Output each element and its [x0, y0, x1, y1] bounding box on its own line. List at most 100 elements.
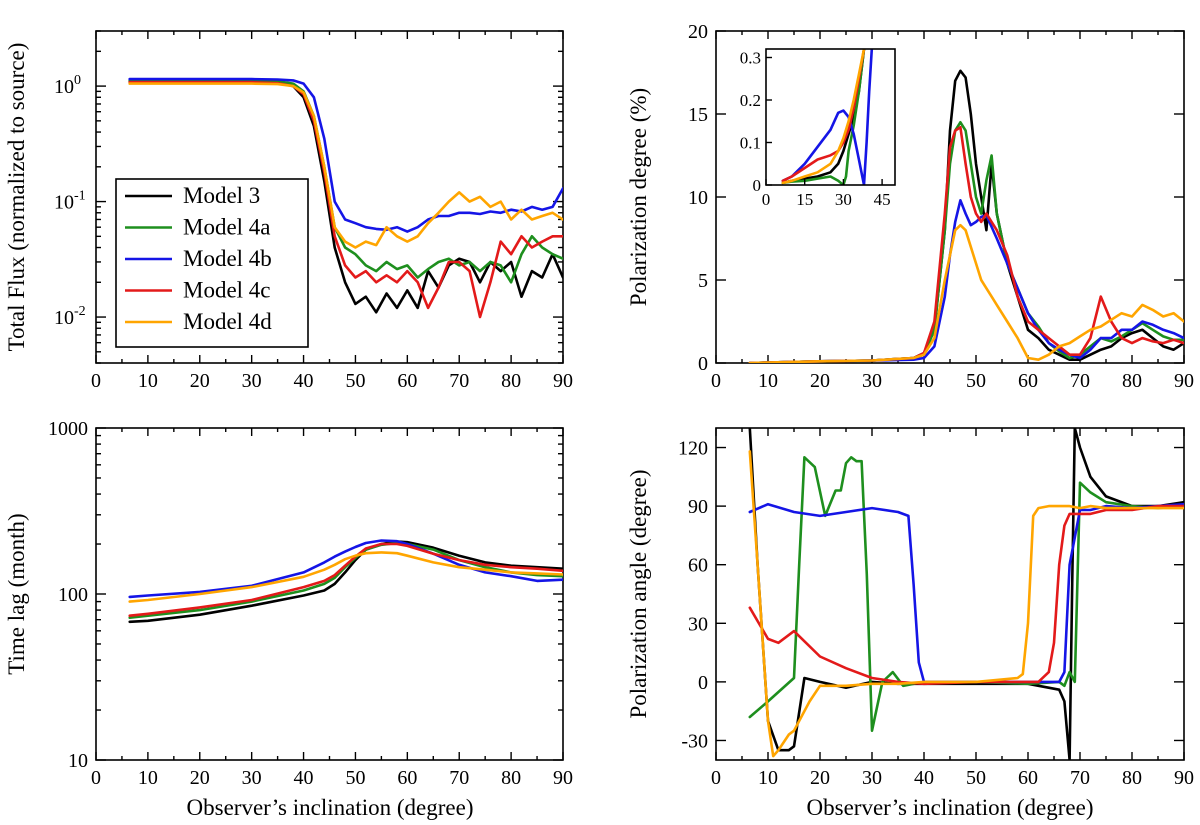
legend-box	[115, 178, 309, 348]
inset-y-tick-label: 0.3	[740, 49, 761, 68]
y-tick-exponent: 0	[74, 73, 81, 88]
y-tick-label: 10	[54, 192, 74, 214]
inset-x-tick-label: 0	[762, 190, 771, 209]
timelag-line-model-4a	[128, 541, 563, 620]
x-tick-label: 80	[501, 767, 521, 789]
x-tick-label: 40	[294, 767, 314, 789]
inset-y-tick-label: 0	[753, 176, 762, 195]
x-tick-label: 70	[1070, 767, 1090, 789]
inset-x-tick-label: 30	[835, 190, 852, 209]
legend-label: Model 4a	[183, 215, 271, 240]
y-tick-label: 5	[698, 270, 708, 292]
tick-group: 0 10 20 30 40 50 60 70 80 90 0 5 10 15 20	[688, 21, 1194, 392]
y-axis-label: Polarization angle (degree)	[626, 469, 651, 718]
inset-x-tick-label: 15	[796, 190, 813, 209]
poldeg-line-model-4d	[748, 223, 1184, 363]
flux-line-model-4b	[128, 77, 563, 233]
x-tick-label: 20	[190, 370, 210, 392]
x-axis-label: Observer’s inclination (degree)	[187, 795, 474, 820]
x-tick-label: 50	[966, 370, 986, 392]
x-tick-label: 60	[1018, 767, 1038, 789]
y-tick-label: 1000	[48, 418, 88, 440]
timelag-line-model-4c	[128, 542, 563, 618]
y-tick-label: 0	[698, 672, 708, 694]
x-tick-label: 90	[1174, 370, 1194, 392]
y-tick-label: 10	[688, 187, 708, 209]
poldeg-line-model-4c	[748, 126, 1184, 363]
polang-line-model-4b	[748, 502, 1184, 684]
y-tick-label: 60	[688, 555, 708, 577]
x-tick-label: 70	[449, 767, 469, 789]
inset-line-model-4d	[781, 49, 866, 185]
legend-label: Model 3	[183, 183, 260, 208]
inset-y-tick-label: 0.2	[740, 91, 761, 110]
x-tick-label: 80	[501, 370, 521, 392]
x-tick-label: 40	[914, 767, 934, 789]
x-tick-label: 20	[810, 767, 830, 789]
y-tick-exponent: -1	[74, 189, 86, 204]
y-axis-label: Time lag (month)	[4, 513, 29, 674]
y-axis-label: Polarization degree (%)	[626, 88, 651, 306]
y-tick-label: 15	[688, 104, 708, 126]
series-group	[748, 428, 1184, 760]
x-tick-label: 10	[758, 767, 778, 789]
inset-tick-group: 0 15 30 45 0 0.1 0.2 0.3	[740, 49, 891, 210]
x-tick-label: 20	[190, 767, 210, 789]
y-tick-label: 120	[678, 438, 708, 460]
x-tick-label: 40	[914, 370, 934, 392]
panel-polarization-degree: 0 10 20 30 40 50 60 70 80 90 0 5 10 15 20 Polarization…	[626, 21, 1194, 392]
y-tick-label: 0	[698, 353, 708, 375]
y-tick-exponent: -2	[74, 304, 86, 319]
y-tick-label: 10	[54, 76, 74, 98]
x-tick-label: 20	[810, 370, 830, 392]
x-tick-label: 90	[553, 370, 573, 392]
inset-x-tick-label: 45	[874, 190, 891, 209]
polang-line-model-4a	[748, 455, 1184, 733]
y-axis-label: Total Flux (normalized to source)	[4, 43, 29, 352]
polang-line-model-4c	[748, 504, 1184, 686]
flux-line-model-4d	[128, 82, 563, 249]
inset-frame	[765, 48, 896, 186]
x-tick-label: 0	[91, 767, 101, 789]
inset-line-model-4a	[781, 49, 866, 185]
polang-line-model-4d	[748, 450, 1184, 758]
timelag-line-model-4d	[128, 551, 563, 603]
x-tick-label: 0	[711, 767, 721, 789]
x-tick-label: 0	[91, 370, 101, 392]
x-tick-label: 10	[138, 370, 158, 392]
x-tick-label: 60	[397, 370, 417, 392]
legend-label: Model 4d	[183, 309, 272, 334]
legend-label: Model 4b	[183, 246, 272, 271]
legend: Model 3 Model 4a Model 4b Model 4c Model 4d	[115, 178, 309, 348]
poldeg-line-model-4b	[748, 199, 1184, 363]
x-tick-label: 80	[1122, 370, 1142, 392]
y-tick-label: 90	[688, 496, 708, 518]
y-tick-label: -30	[681, 730, 708, 752]
y-tick-label: 10	[68, 750, 88, 772]
x-tick-label: 50	[966, 767, 986, 789]
x-tick-label: 90	[553, 767, 573, 789]
x-tick-label: 70	[1070, 370, 1090, 392]
inset-y-tick-label: 0.1	[740, 134, 761, 153]
x-tick-label: 10	[138, 767, 158, 789]
x-tick-label: 30	[242, 767, 262, 789]
y-tick-label: 20	[688, 21, 708, 43]
flux-line-model-4a	[128, 79, 563, 284]
x-tick-label: 40	[294, 370, 314, 392]
x-tick-label: 10	[758, 370, 778, 392]
y-tick-label: 30	[688, 613, 708, 635]
x-tick-label: 60	[397, 767, 417, 789]
legend-label: Model 4c	[183, 278, 271, 303]
x-tick-label: 90	[1174, 767, 1194, 789]
plot-frame	[715, 427, 1185, 761]
inset-plot: 0 15 30 45 0 0.1 0.2 0.3	[740, 48, 896, 210]
x-tick-label: 50	[345, 767, 365, 789]
x-tick-label: 0	[711, 370, 721, 392]
